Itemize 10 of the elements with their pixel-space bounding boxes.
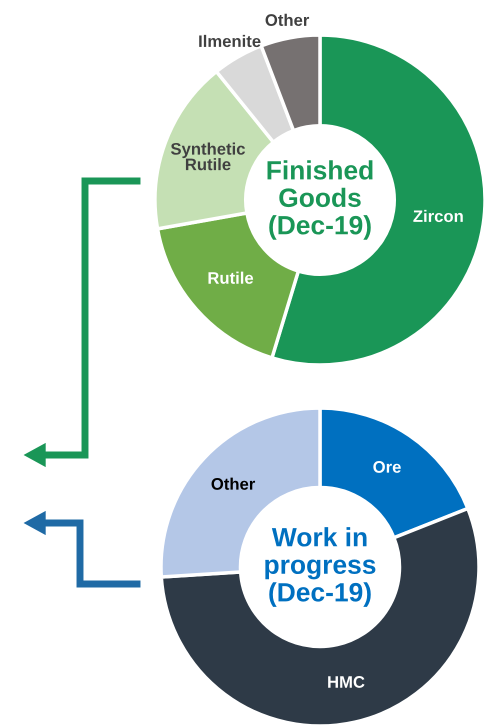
slice-label: Zircon xyxy=(413,210,463,222)
slice-label: Rutile xyxy=(208,272,254,284)
slice-label: Ore xyxy=(373,461,401,473)
slice-label: Synthetic Rutile xyxy=(170,142,245,170)
slice-label: Other xyxy=(212,478,256,490)
slice-label: Ilmenite xyxy=(199,34,261,48)
slice-label: HMC xyxy=(328,676,365,688)
slice-label: Other xyxy=(266,14,310,26)
text: Finished Goods (Dec-19) xyxy=(268,160,373,240)
text: Work in progress (Dec-19) xyxy=(265,527,376,607)
